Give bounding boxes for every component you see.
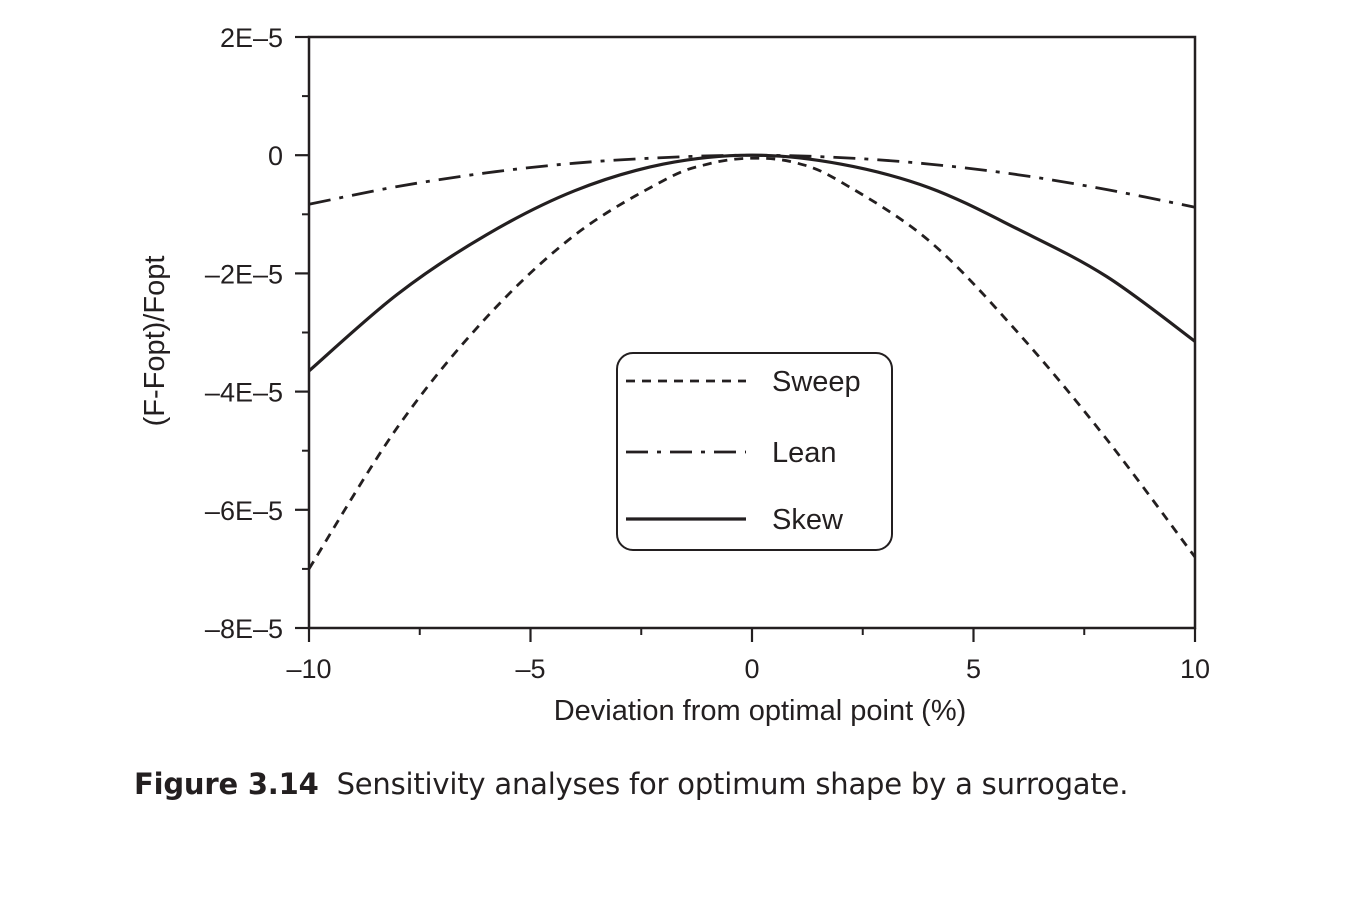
y-tick-label: 2E–5 bbox=[220, 23, 283, 53]
y-tick-label: –6E–5 bbox=[205, 496, 283, 526]
x-tick-label: 5 bbox=[966, 654, 981, 684]
y-tick-label: –2E–5 bbox=[205, 259, 283, 289]
y-tick-label: –4E–5 bbox=[205, 378, 283, 408]
x-axis-label: Deviation from optimal point (%) bbox=[554, 695, 967, 727]
x-tick-label: 10 bbox=[1180, 654, 1210, 684]
x-tick-label: 0 bbox=[744, 654, 759, 684]
axes: 2E–5 0 –2E–5 –4E–5 –6E–5 –8E–5–10 –5 0 5 10 bbox=[205, 23, 1210, 684]
figure-caption: Figure 3.14 Sensitivity analyses for opti… bbox=[134, 767, 1128, 801]
series-line-lean bbox=[308, 153, 1196, 209]
y-tick-label: –8E–5 bbox=[205, 614, 283, 644]
y-tick-label: 0 bbox=[268, 141, 283, 171]
legend-label-lean: Lean bbox=[772, 437, 837, 469]
x-tick-label: –5 bbox=[515, 654, 545, 684]
figure-caption-text: Sensitivity analyses for optimum shape b… bbox=[336, 767, 1129, 801]
y-axis-label: (F-Fopt)/Fopt bbox=[139, 256, 171, 427]
legend-label-skew: Skew bbox=[772, 504, 844, 536]
x-tick-label: –10 bbox=[286, 654, 331, 684]
figure-number: Figure 3.14 bbox=[134, 767, 319, 801]
series-line-sweep bbox=[307, 156, 1197, 570]
series-line-skew bbox=[307, 153, 1196, 373]
plot-area bbox=[307, 153, 1197, 570]
legend: Sweep Lean Skew bbox=[616, 352, 893, 551]
legend-box bbox=[616, 352, 893, 551]
legend-label-sweep: Sweep bbox=[772, 366, 861, 398]
